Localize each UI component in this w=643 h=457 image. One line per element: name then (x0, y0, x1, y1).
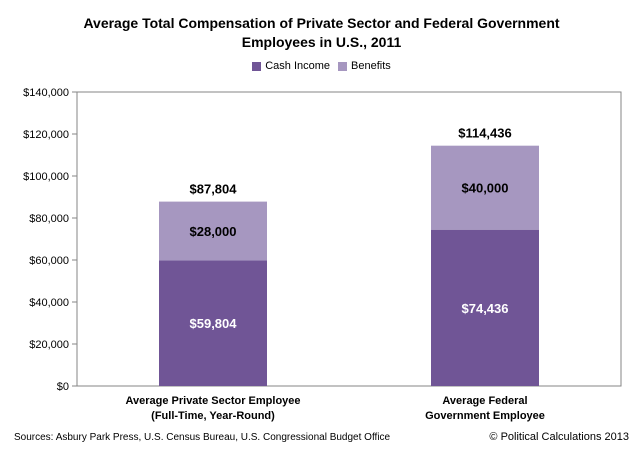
x-category-label: Government Employee (425, 410, 545, 422)
legend-swatch-cash-income (252, 61, 262, 71)
y-tick-label: $120,000 (23, 129, 69, 141)
bar-segment (159, 260, 267, 386)
bar-total-label: $114,436 (458, 126, 512, 141)
legend-swatch-benefits (338, 61, 348, 71)
bar-segment-label: $59,804 (190, 316, 238, 331)
y-tick-label: $40,000 (29, 297, 69, 309)
bar-segment-label: $40,000 (462, 181, 509, 196)
bar-segment-label: $28,000 (190, 224, 237, 239)
bar-segment (431, 145, 539, 230)
x-category-label: (Full-Time, Year-Round) (151, 410, 275, 422)
plot-area (76, 91, 622, 387)
x-category-label: Average Private Sector Employee (125, 395, 300, 407)
source-note: Sources: Asbury Park Press, U.S. Census … (14, 432, 391, 443)
legend: Cash Income Benefits (0, 60, 643, 72)
x-category-label: Average Federal (442, 395, 527, 407)
bar-segment (159, 201, 267, 261)
legend-item-cash-income: Cash Income (252, 60, 330, 72)
bar-segment-label: $74,436 (462, 301, 509, 316)
legend-label-benefits: Benefits (351, 60, 391, 72)
credit-note: © Political Calculations 2013 (489, 431, 629, 443)
y-tick-label: $100,000 (23, 171, 69, 183)
bar-segment (431, 229, 539, 386)
y-tick-label: $80,000 (29, 213, 69, 225)
chart-title-line-1: Average Total Compensation of Private Se… (83, 15, 560, 31)
y-tick-label: $60,000 (29, 255, 69, 267)
legend-item-benefits: Benefits (338, 60, 391, 72)
y-tick-label: $140,000 (23, 87, 69, 99)
legend-label-cash-income: Cash Income (265, 60, 331, 72)
chart-title-line-2: Employees in U.S., 2011 (241, 34, 402, 50)
y-tick-label: $0 (57, 381, 69, 393)
bar-total-label: $87,804 (190, 182, 238, 197)
y-tick-label: $20,000 (29, 339, 69, 351)
